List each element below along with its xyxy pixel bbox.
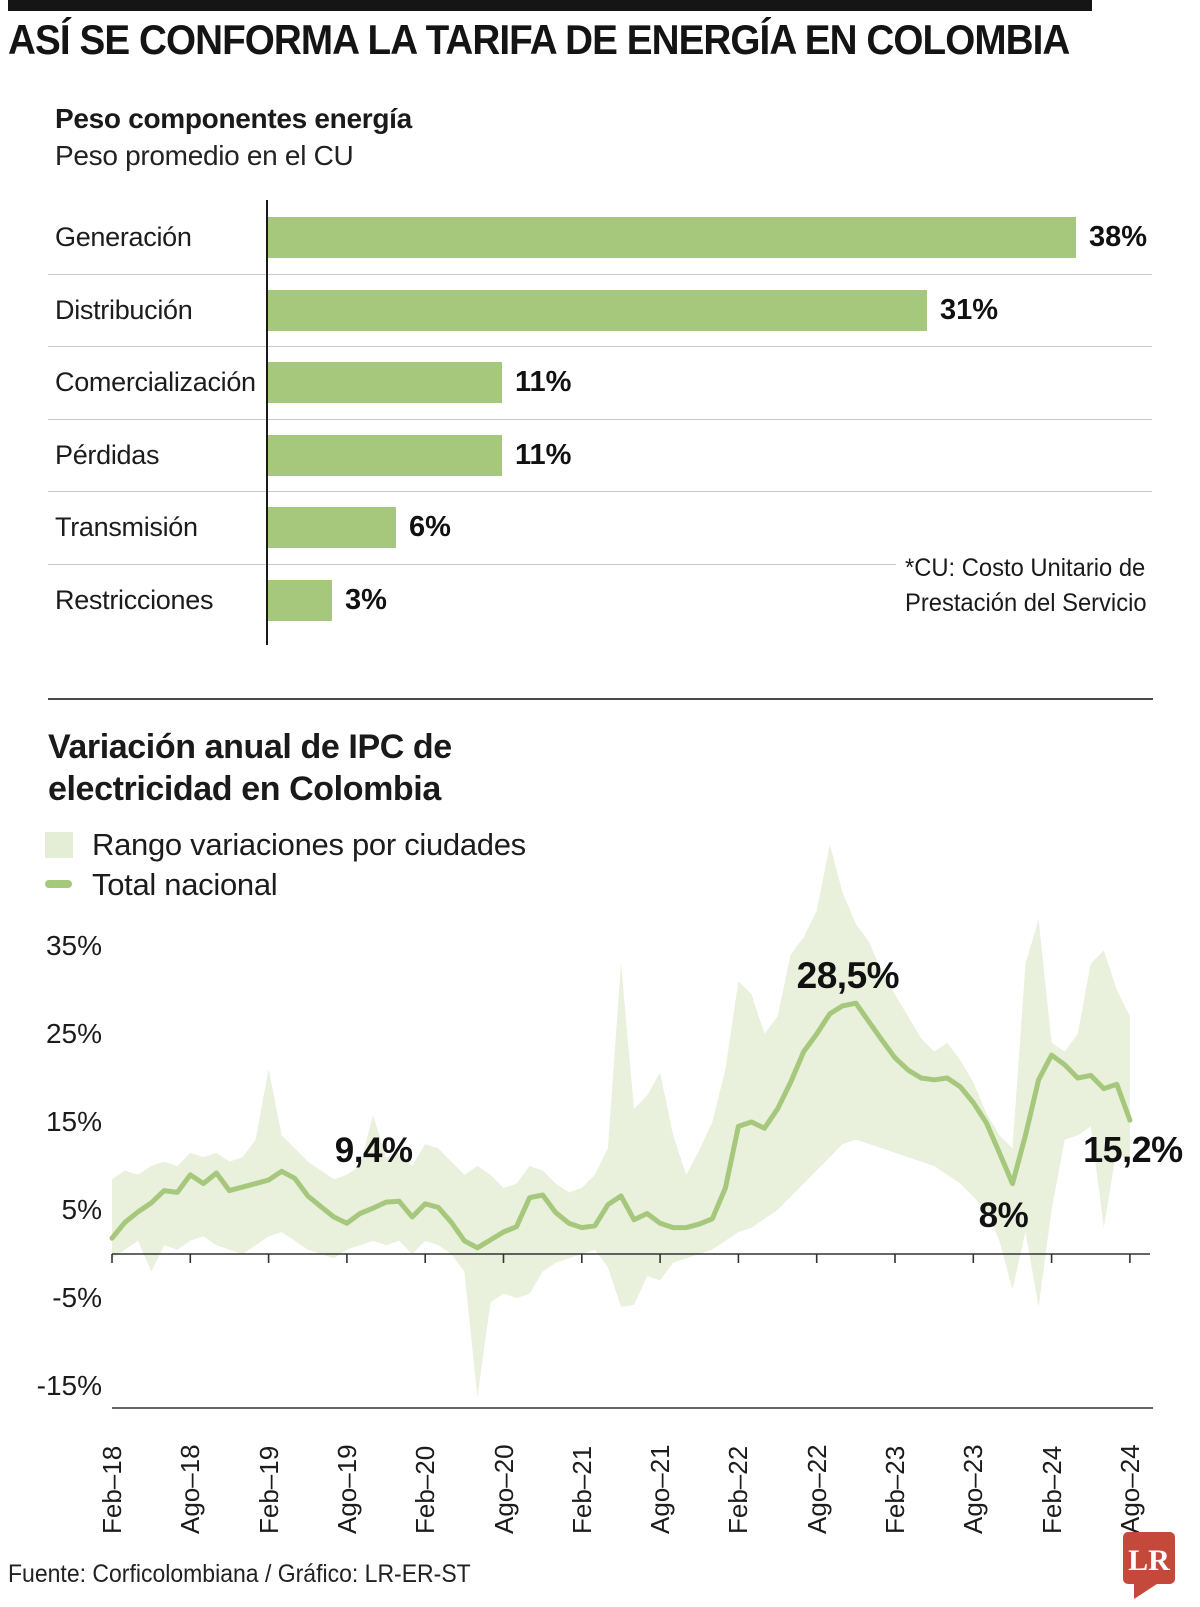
y-tick-label: 35%: [45, 930, 102, 961]
x-tick-label: Feb–21: [566, 1445, 597, 1534]
lr-logo-tail: [1134, 1582, 1160, 1599]
legend-line-swatch: [45, 880, 72, 888]
y-tick-label: -5%: [52, 1282, 102, 1313]
bar-category-label: Generación: [55, 222, 192, 252]
x-tick-label: Feb–19: [253, 1445, 284, 1534]
y-tick-label: 25%: [45, 1018, 102, 1049]
top-black-bar: [8, 0, 1092, 11]
cu-footnote: *CU: Costo Unitario de Prestación del Se…: [905, 551, 1147, 621]
row-separator: [48, 419, 1152, 420]
bar-category-label: Distribución: [55, 294, 193, 325]
bar-value-label: 38%: [1089, 221, 1148, 253]
legend-line-label: Total nacional: [92, 867, 278, 902]
bar-2: [268, 362, 502, 404]
bar-3: [268, 434, 502, 476]
y-tick-label: 5%: [61, 1194, 102, 1225]
bar-category-label: Restricciones: [55, 585, 214, 615]
x-tick-label: Feb–24: [1036, 1445, 1067, 1534]
section-divider: [48, 698, 1153, 700]
y-tick-label: 15%: [45, 1106, 102, 1137]
bar-chart-subtitle: Peso promedio en el CU: [55, 140, 354, 171]
annotation-9,4%: 9,4%: [334, 1131, 413, 1171]
bar-value-label: 11%: [515, 366, 572, 399]
x-tick-label: Ago–19: [331, 1444, 362, 1534]
row-separator: [48, 491, 1152, 492]
legend-band-swatch: [45, 832, 73, 858]
line-chart-title-line1: Variación anual de IPC de: [48, 728, 452, 766]
national-total-line: [109, 1000, 1133, 1251]
x-tick-label: Ago–20: [488, 1444, 519, 1534]
x-tick-label: Ago–22: [801, 1444, 832, 1534]
row-separator: [48, 564, 896, 565]
annotation-8%: 8%: [978, 1195, 1029, 1235]
row-separator: [48, 274, 1152, 275]
x-tick-label: Feb–22: [723, 1445, 754, 1534]
x-tick-label: Ago–18: [175, 1444, 206, 1534]
x-tick-label: Ago–21: [645, 1444, 676, 1534]
bar-1: [268, 289, 927, 331]
bar-value-label: 31%: [940, 293, 999, 326]
cu-footnote-line1: *CU: Costo Unitario de: [905, 554, 1146, 582]
bar-0: [268, 217, 1076, 258]
bar-value-label: 6%: [409, 511, 451, 544]
annotation-15,2%: 15,2%: [1083, 1129, 1183, 1171]
annotation-28,5%: 28,5%: [796, 955, 900, 997]
source-credit: Fuente: Corficolombiana / Gráfico: LR-ER…: [8, 1560, 471, 1588]
x-tick-label: Feb–23: [880, 1445, 910, 1534]
cu-footnote-line2: Prestación del Servicio: [905, 589, 1147, 617]
row-separator: [48, 346, 1152, 347]
x-tick-label: Ago–24: [1114, 1444, 1145, 1534]
x-tick-label: Ago–23: [958, 1444, 989, 1534]
x-tick-label: Feb–20: [410, 1445, 441, 1534]
y-tick-label: -15%: [36, 1370, 102, 1401]
bar-value-label: 3%: [345, 584, 387, 616]
city-range-band: [112, 844, 1130, 1398]
bar-category-label: Comercialización: [55, 367, 256, 398]
line-chart-title: Variación anual de IPC de electricidad e…: [48, 726, 452, 810]
bar-value-label: 11%: [515, 438, 572, 471]
line-chart-title-line2: electricidad en Colombia: [48, 770, 441, 808]
lr-logo: LR: [1123, 1532, 1175, 1599]
legend-band-label: Rango variaciones por ciudades: [92, 827, 526, 862]
lr-logo-text: LR: [1128, 1544, 1170, 1577]
page-title: ASÍ SE CONFORMA LA TARIFA DE ENERGÍA EN …: [8, 16, 1070, 63]
bar-5: [268, 580, 332, 621]
bar-category-label: Pérdidas: [55, 439, 160, 470]
bar-chart-axis-line: [266, 200, 268, 645]
x-tick-label: Feb–18: [97, 1445, 127, 1534]
bar-chart-title: Peso componentes energía: [55, 103, 412, 134]
bar-category-label: Transmisión: [55, 512, 198, 543]
lr-logo-bubble: [1123, 1532, 1175, 1584]
bar-4: [268, 507, 396, 549]
